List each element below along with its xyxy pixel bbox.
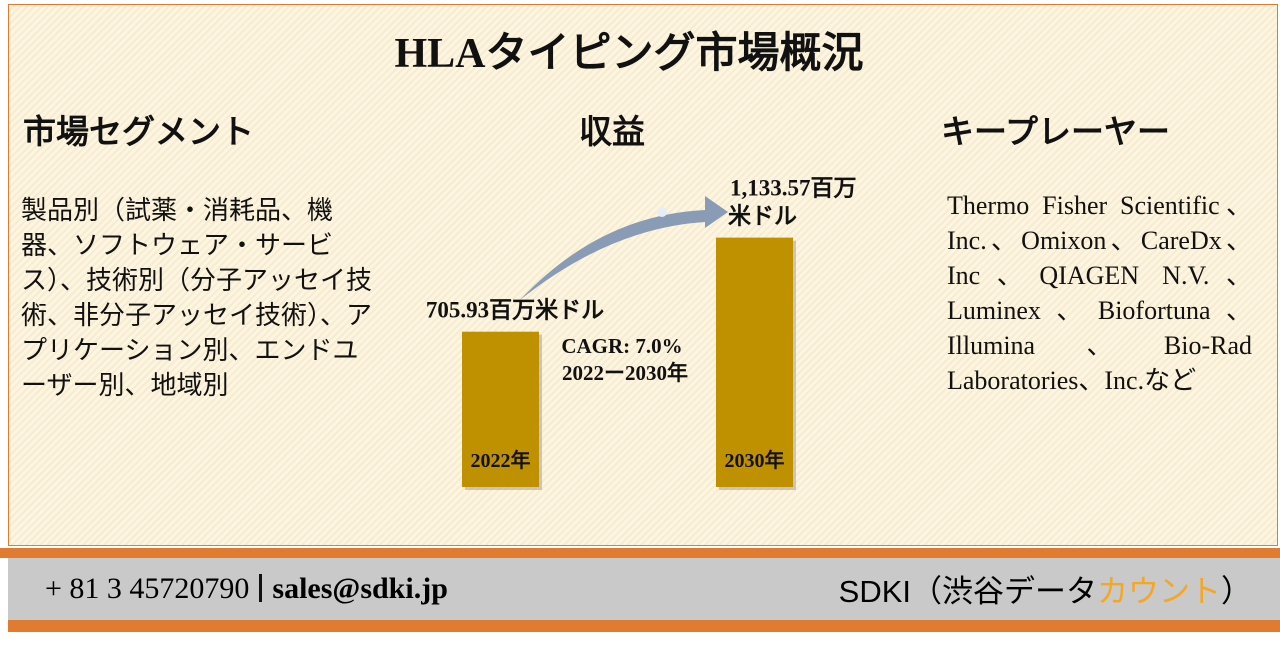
segments-text: 製品別（試薬・消耗品、機器、ソフトウェア・サービス）、技術別（分子アッセイ技術、… bbox=[21, 196, 373, 400]
footer-band bbox=[8, 620, 1280, 632]
bar-year: 2022年 bbox=[471, 448, 531, 472]
cagr-period: 2022ー2030年 bbox=[562, 361, 688, 385]
bar-year: 2030年 bbox=[725, 448, 785, 472]
growth-arrow bbox=[520, 196, 728, 300]
panel: HLAタイピング市場概況 市場セグメント 収益 キープレーヤー 製品別（試薬・消… bbox=[8, 4, 1278, 546]
cagr: CAGR: 7.0% bbox=[561, 334, 682, 358]
value-label: 1,133.57百万米ドル bbox=[728, 176, 857, 229]
players-heading: キープレーヤー bbox=[941, 115, 1171, 151]
players-text: Thermo Fisher Scientific、Inc.、Omixon、Car… bbox=[947, 191, 1252, 395]
revenue-heading: 収益 bbox=[579, 115, 645, 151]
brand-part: ） bbox=[1221, 574, 1252, 609]
value-label: 705.93百万米ドル bbox=[426, 298, 604, 323]
contact: + 81 3 45720790 sales@sdki.jp bbox=[45, 572, 448, 606]
bar bbox=[716, 237, 793, 487]
brand-part: カウント bbox=[1097, 574, 1221, 609]
bar bbox=[462, 331, 539, 487]
separator bbox=[259, 574, 263, 602]
title: HLAタイピング市場概況 bbox=[394, 31, 864, 77]
email: sales@sdki.jp bbox=[272, 572, 448, 605]
footer-bar bbox=[8, 558, 1280, 620]
phone: + 81 3 45720790 bbox=[45, 572, 250, 605]
arrow-dot bbox=[657, 207, 667, 217]
brand-part: SDKI（渋谷データ bbox=[838, 574, 1097, 609]
footer-band bbox=[0, 548, 1280, 558]
segments-heading: 市場セグメント bbox=[23, 115, 254, 151]
brand: SDKI（渋谷データカウント） bbox=[839, 566, 1252, 611]
